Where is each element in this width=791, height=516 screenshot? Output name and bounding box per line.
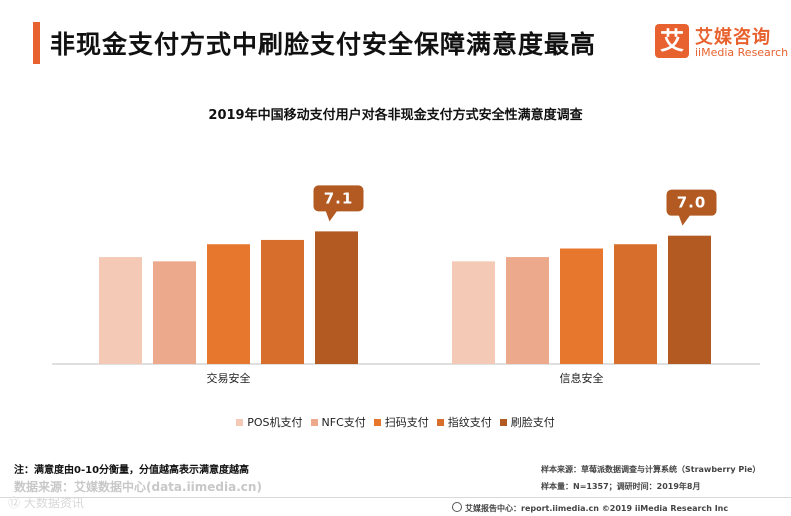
chart-legend: POS机支付 NFC支付 扫码支付 指纹支付 刷脸支付 xyxy=(0,414,791,430)
bar xyxy=(452,261,495,364)
sample-size: 样本量：N=1357；调研时间：2019年8月 xyxy=(541,482,701,491)
page-title: 非现金支付方式中刷脸支付安全保障满意度最高 xyxy=(50,30,597,59)
x-tick-label: 信息安全 xyxy=(560,371,604,385)
bar xyxy=(207,244,250,364)
sample-source: 样本来源：草莓派数据调查与计算系统（Strawberry Pie） xyxy=(541,465,761,474)
legend-item: 扫码支付 xyxy=(373,414,429,430)
legend-label: POS机支付 xyxy=(247,416,303,429)
legend-swatch xyxy=(373,418,381,426)
legend-swatch xyxy=(310,418,318,426)
bar xyxy=(153,261,196,364)
globe-icon xyxy=(452,502,462,512)
report-center-bar: 艾媒报告中心：report.iimedia.cn ©2019 iiMedia R… xyxy=(452,502,728,514)
footnote: 注：满意度由0-10分衡量，分值越高表示满意度越高 xyxy=(14,465,250,476)
callout-bubble xyxy=(666,189,717,216)
legend-swatch xyxy=(499,418,507,426)
callout-bubble xyxy=(313,185,364,212)
bar xyxy=(614,244,657,364)
logo-mark: 艾 xyxy=(655,24,689,58)
legend-label: 指纹支付 xyxy=(447,416,492,429)
watermark-text: ⑫ 大数据资讯 xyxy=(8,496,84,510)
legend-swatch xyxy=(436,418,444,426)
logo-chinese-name: 艾媒咨询 xyxy=(695,27,771,48)
bar xyxy=(99,257,142,364)
legend-item: 刷脸支付 xyxy=(499,414,555,430)
data-source: 数据来源：艾媒数据中心(data.iimedia.cn) xyxy=(14,480,262,494)
title-accent-bar xyxy=(33,22,40,64)
bar xyxy=(668,235,711,364)
iimedia-logo: 艾 艾媒咨询 iiMedia Research xyxy=(655,22,788,66)
bar xyxy=(560,248,603,364)
bar xyxy=(261,239,304,364)
callout-pointer xyxy=(678,214,691,226)
callout-value: 7.1 xyxy=(324,189,354,207)
bar xyxy=(315,231,358,364)
legend-item: POS机支付 xyxy=(236,414,303,430)
logo-english-name: iiMedia Research xyxy=(695,46,789,59)
x-tick-label: 交易安全 xyxy=(207,371,251,385)
legend-swatch xyxy=(236,418,244,426)
chart-title: 2019年中国移动支付用户对各非现金支付方式安全性满意度调查 xyxy=(208,108,583,123)
callout-pointer xyxy=(325,210,338,222)
legend-item: NFC支付 xyxy=(310,414,366,430)
report-center-text: 艾媒报告中心：report.iimedia.cn ©2019 iiMedia R… xyxy=(465,504,729,513)
legend-label: NFC支付 xyxy=(321,416,366,429)
legend-label: 扫码支付 xyxy=(384,416,429,429)
legend-label: 刷脸支付 xyxy=(510,416,555,429)
bar xyxy=(506,257,549,364)
footer-divider xyxy=(0,497,791,498)
callout-value: 7.0 xyxy=(677,194,707,212)
legend-item: 指纹支付 xyxy=(436,414,492,430)
